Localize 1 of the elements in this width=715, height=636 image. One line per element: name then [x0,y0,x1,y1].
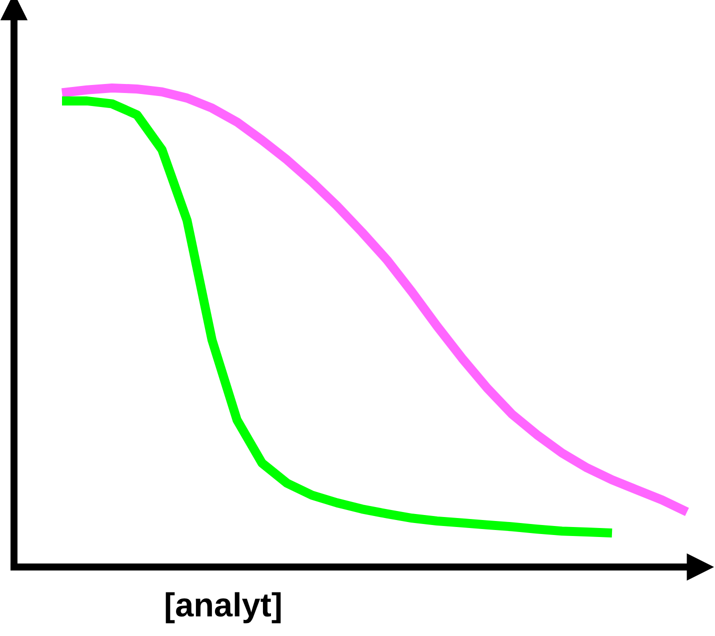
x-axis-title: [analyt] [166,592,281,624]
